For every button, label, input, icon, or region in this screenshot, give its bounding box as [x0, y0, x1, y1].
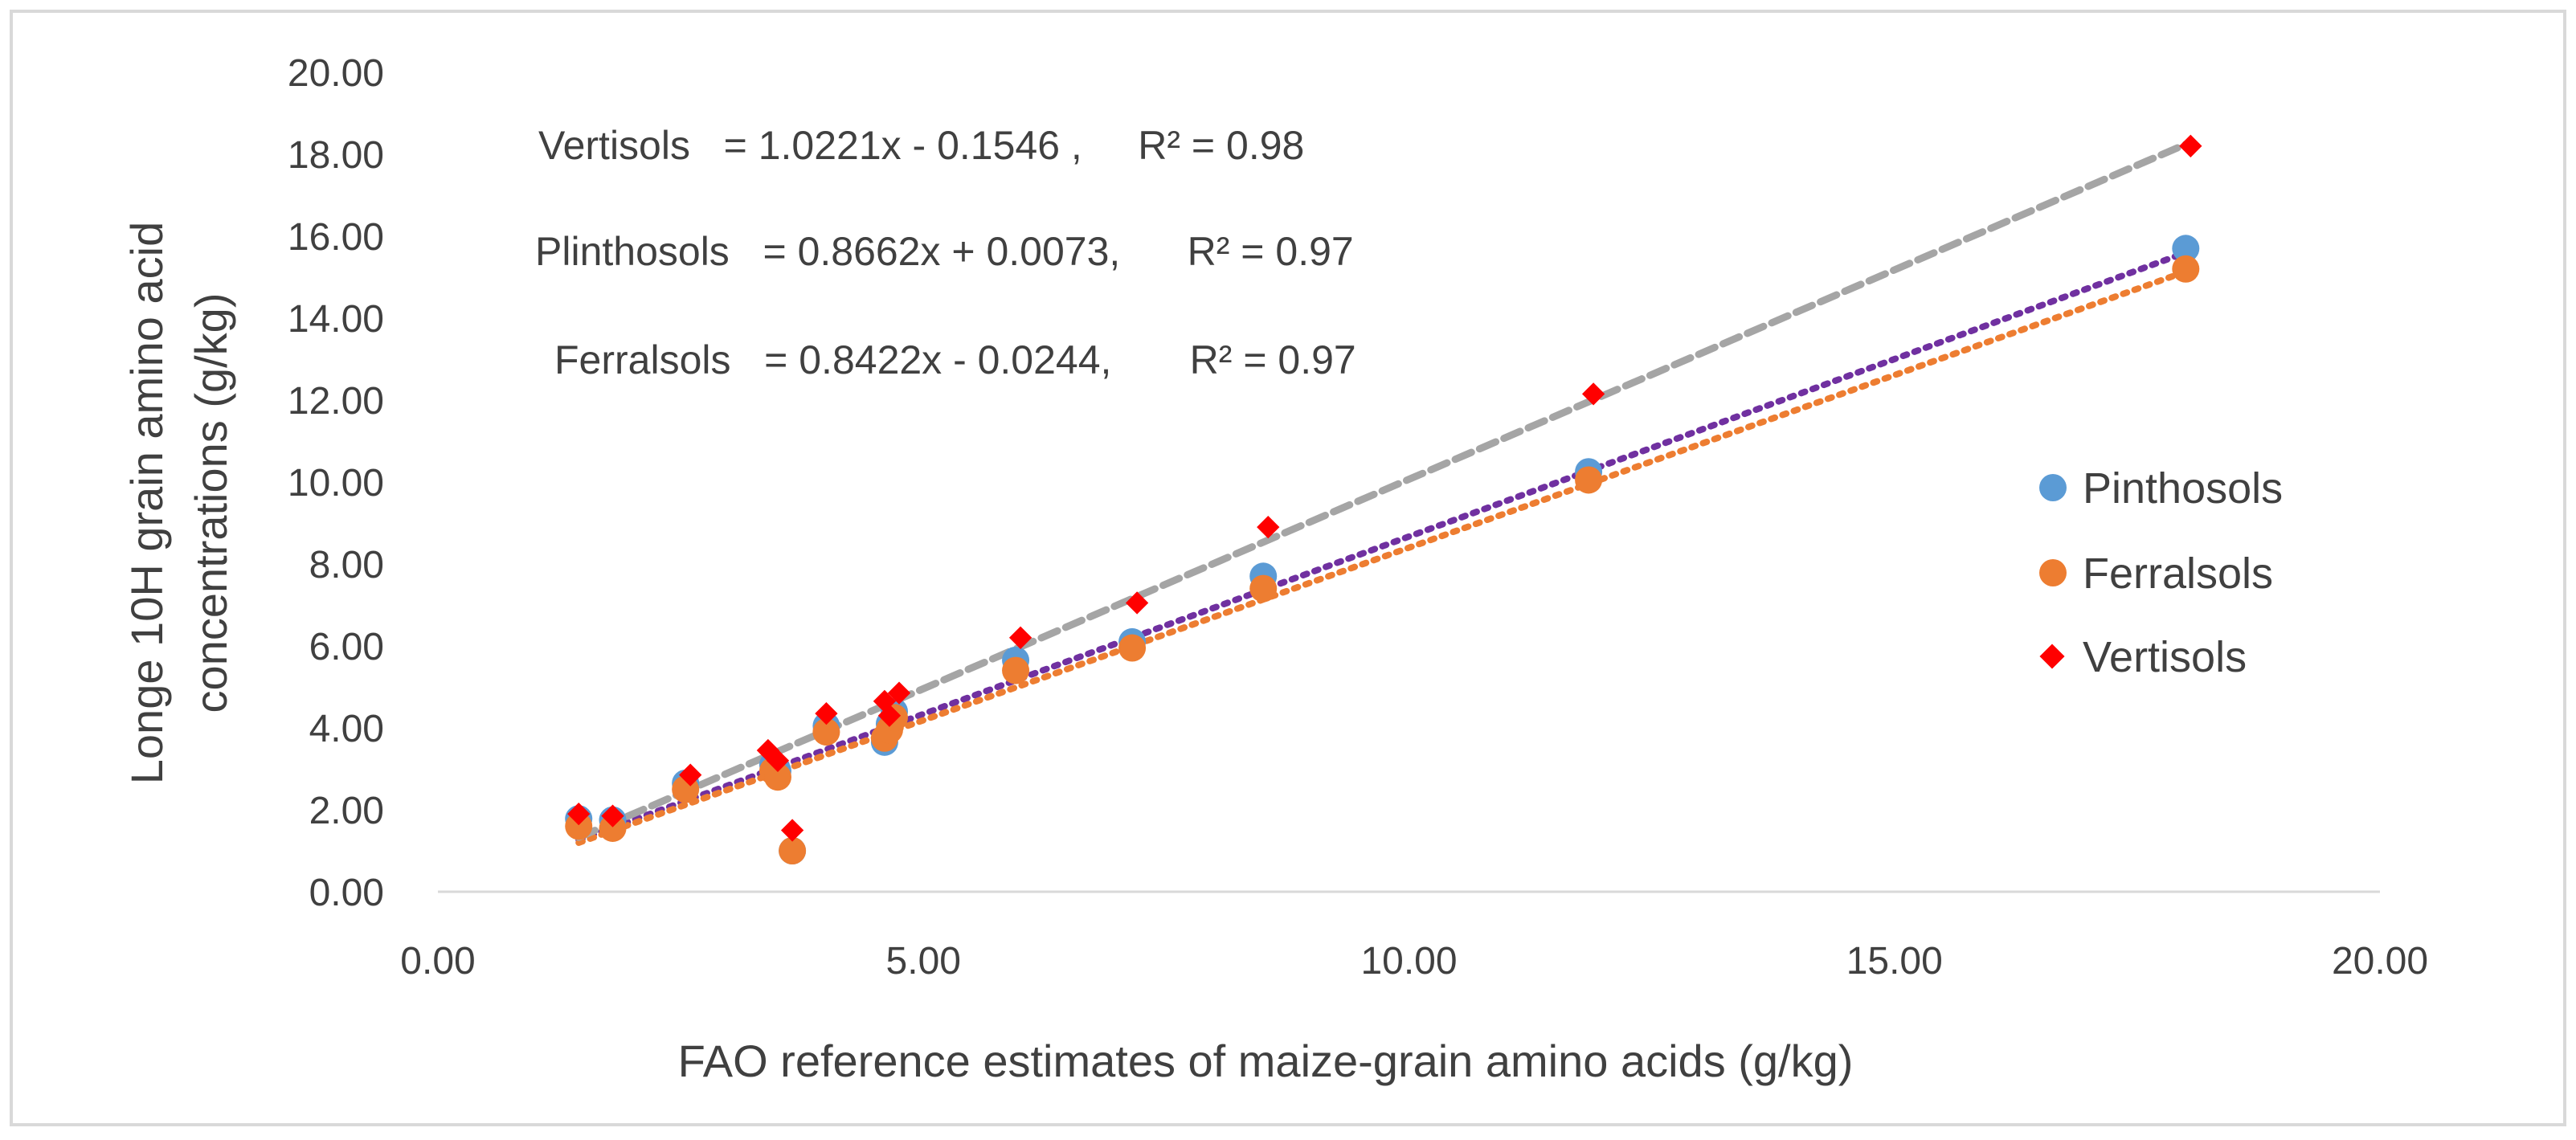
y-tick-label: 6.00	[309, 626, 384, 668]
point-ferralsols	[1002, 656, 1030, 684]
point-ferralsols	[763, 763, 791, 791]
legend-marker-ferralsols	[2039, 559, 2067, 586]
x-tick-label: 0.00	[400, 940, 475, 983]
x-tick-label: 10.00	[1360, 940, 1457, 983]
y-tick-label: 14.00	[288, 298, 384, 341]
x-axis-title: FAO reference estimates of maize-grain a…	[678, 1036, 1854, 1086]
legend-marker-pinthosols	[2039, 474, 2067, 501]
point-vertisols	[780, 819, 804, 842]
x-tick-label: 20.00	[2332, 940, 2428, 983]
y-tick-label: 8.00	[309, 544, 384, 586]
y-axis-title-line-1: Longe 10H grain amino acid	[121, 222, 172, 784]
point-ferralsols	[2172, 255, 2200, 283]
legend-label-vertisols: Vertisols	[2083, 633, 2247, 681]
equation-vertisols: Vertisols = 1.0221x - 0.1546 , R² = 0.98	[538, 123, 1304, 168]
point-vertisols	[887, 681, 911, 705]
y-tick-label: 12.00	[288, 380, 384, 423]
x-tick-labels: 0.00 5.00 10.00 15.00 20.00	[400, 940, 2428, 983]
x-tick-label: 5.00	[886, 940, 961, 983]
y-tick-labels: 0.00 2.00 4.00 6.00 8.00 10.00 12.00 14.00 16.00…	[288, 52, 384, 914]
point-vertisols	[1008, 626, 1032, 649]
legend-marker-vertisols	[2039, 644, 2065, 669]
regression-equations: Vertisols = 1.0221x - 0.1546 , R² = 0.98…	[535, 123, 1356, 382]
point-vertisols	[567, 802, 591, 826]
y-tick-label: 4.00	[309, 708, 384, 750]
data-points	[565, 134, 2202, 864]
legend-label-ferralsols: Ferralsols	[2083, 550, 2273, 598]
point-vertisols	[679, 763, 702, 787]
point-vertisols	[601, 804, 624, 827]
y-tick-label: 10.00	[288, 462, 384, 505]
point-ferralsols	[812, 718, 840, 746]
y-tick-label: 16.00	[288, 216, 384, 259]
point-vertisols	[1125, 591, 1149, 615]
trendlines	[574, 138, 2194, 846]
equation-plinthosols: Plinthosols = 0.8662x + 0.0073, R² = 0.9…	[535, 229, 1354, 274]
y-tick-label: 20.00	[288, 52, 384, 95]
point-vertisols	[766, 749, 790, 772]
equation-ferralsols: Ferralsols = 0.8422x - 0.0244, R² = 0.97	[554, 337, 1356, 382]
point-vertisols	[1581, 382, 1605, 406]
point-vertisols	[877, 704, 902, 727]
point-ferralsols	[565, 812, 593, 840]
point-vertisols	[815, 702, 838, 725]
y-tick-label: 18.00	[288, 134, 384, 177]
y-tick-label: 0.00	[309, 872, 384, 914]
point-ferralsols	[599, 814, 627, 842]
trendline-ferralsols	[575, 268, 2190, 846]
trendline-vertisols	[574, 138, 2194, 841]
y-tick-label: 2.00	[309, 790, 384, 832]
point-ferralsols	[1575, 466, 1603, 494]
point-ferralsols	[1118, 634, 1147, 662]
point-vertisols	[2179, 134, 2202, 157]
chart-border	[10, 10, 2566, 1126]
point-ferralsols	[779, 837, 807, 864]
point-pinthosols	[2172, 235, 2200, 263]
point-ferralsols	[1249, 574, 1278, 603]
legend: Pinthosols Ferralsols Vertisols	[2039, 464, 2283, 681]
legend-label-pinthosols: Pinthosols	[2083, 464, 2283, 513]
point-vertisols	[1257, 515, 1280, 539]
x-tick-label: 15.00	[1846, 940, 1943, 983]
y-axis-title-line-2: concentrations (g/kg)	[186, 293, 236, 713]
trendline-pinthosols	[575, 249, 2190, 844]
